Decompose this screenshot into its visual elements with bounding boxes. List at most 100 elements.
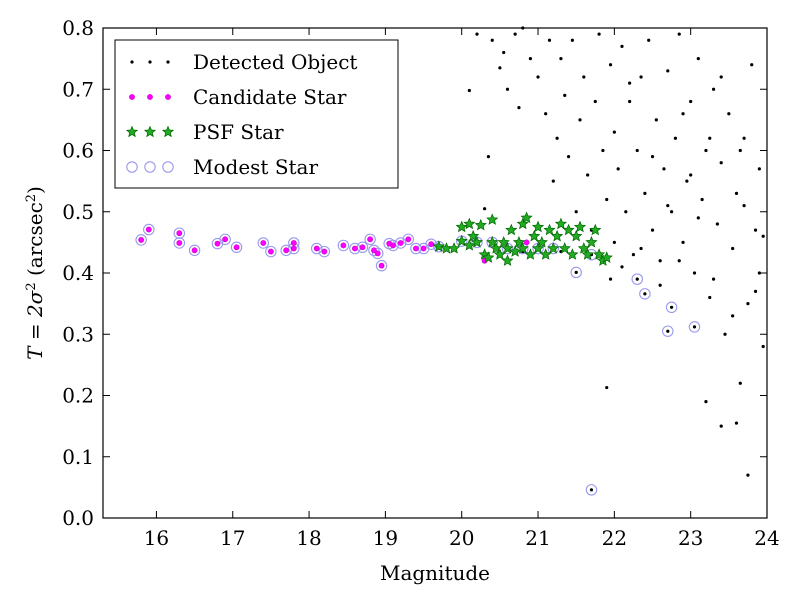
- detected-object-point: [650, 155, 655, 159]
- detected-object-point: [608, 63, 613, 67]
- psf-star-point: [470, 235, 484, 248]
- detected-object-point: [738, 381, 742, 385]
- detected-object-point: [700, 197, 704, 202]
- modest-star-point: [372, 247, 384, 260]
- detected-object-point: [639, 246, 643, 251]
- psf-star-point: [489, 242, 503, 254]
- detected-object-point: [650, 228, 655, 232]
- psf-star-point: [558, 242, 571, 254]
- legend-marker-detected-object: [166, 60, 170, 64]
- candidate-star-point: [428, 241, 435, 248]
- psf-star-point: [463, 239, 476, 251]
- detected-object-point: [742, 136, 746, 140]
- x-axis-label: Magnitude: [380, 561, 490, 585]
- detected-object-point: [643, 191, 647, 195]
- detected-object-point: [605, 197, 609, 202]
- modest-star-point: [402, 233, 415, 246]
- x-tick-label: 22: [602, 526, 627, 550]
- detected-object-point: [639, 75, 643, 79]
- detected-object-point: [597, 32, 601, 36]
- modest-star-point: [143, 223, 155, 236]
- detected-object-point: [624, 210, 628, 214]
- candidate-star-point: [374, 250, 381, 257]
- detected-object-point: [544, 112, 548, 116]
- psf-star-point: [577, 242, 590, 254]
- detected-object-point: [692, 325, 697, 329]
- psf-star-point: [509, 245, 522, 257]
- detected-object-point: [731, 246, 735, 251]
- detected-object-point: [731, 314, 735, 318]
- detected-object-point: [711, 277, 716, 281]
- psf-star-point: [539, 248, 552, 260]
- detected-object-point: [635, 277, 639, 281]
- detected-object-point: [513, 32, 517, 36]
- detected-object-point: [505, 87, 510, 91]
- modest-star-point: [265, 245, 277, 258]
- detected-object-point: [681, 112, 685, 116]
- modest-star-point: [173, 237, 186, 249]
- detected-object-point: [631, 253, 636, 257]
- detected-object-point: [662, 167, 666, 171]
- psf-star-point: [516, 217, 529, 230]
- detected-object-point: [635, 148, 639, 153]
- legend-marker-candidate-star: [165, 94, 171, 100]
- psf-star-point: [455, 220, 468, 233]
- y-tick-label: 0.7: [62, 77, 94, 101]
- y-label-close: ): [23, 186, 47, 194]
- legend-label-psf-star: PSF Star: [193, 120, 284, 144]
- detected-object-point: [669, 210, 674, 214]
- detected-object-point: [750, 63, 754, 67]
- detected-object-point: [566, 155, 571, 159]
- detected-object-point: [582, 75, 586, 79]
- candidate-star-point: [413, 245, 419, 252]
- detected-object-point: [605, 385, 609, 390]
- detected-object-point: [696, 57, 700, 61]
- detected-object-point: [708, 136, 712, 140]
- detected-object-point: [654, 118, 658, 122]
- modest-star-point: [631, 273, 644, 285]
- psf-star-point: [493, 248, 506, 260]
- detected-object-point: [658, 283, 662, 287]
- psf-star-point: [520, 211, 533, 224]
- psf-star-point: [482, 251, 495, 263]
- detected-object-point: [574, 270, 578, 274]
- psf-star-point: [531, 242, 545, 254]
- y-tick-label: 0.5: [62, 200, 94, 224]
- detected-object-point: [666, 329, 670, 333]
- detected-object-point: [761, 234, 765, 238]
- x-tick-label: 23: [678, 526, 703, 550]
- candidate-star-point: [420, 245, 427, 252]
- y-label-unit-sup: 2: [24, 194, 39, 202]
- psf-star-point: [581, 248, 594, 260]
- modest-star-point: [662, 325, 674, 337]
- y-tick-label: 0.8: [62, 16, 94, 40]
- detected-object-point: [723, 332, 727, 336]
- legend: Detected Object Candidate Star PSF Star Mod…: [114, 39, 399, 189]
- candidate-star-point: [176, 230, 183, 237]
- candidate-star-point: [222, 236, 229, 243]
- y-tick-label: 0.1: [62, 445, 94, 469]
- detected-object-point: [586, 173, 590, 177]
- psf-star-point: [497, 235, 510, 248]
- detected-object-point: [696, 216, 700, 220]
- psf-star-point: [505, 223, 518, 236]
- candidate-star-point: [371, 247, 377, 254]
- modest-star-point: [375, 259, 388, 272]
- detected-object-point: [715, 222, 719, 226]
- detected-object-point: [738, 148, 742, 153]
- candidate-star-point: [283, 247, 290, 254]
- detected-object-point: [666, 204, 670, 208]
- modest-star-point: [337, 239, 350, 252]
- modest-star-point: [368, 244, 380, 257]
- modest-star-point: [219, 233, 231, 246]
- modest-star-point: [364, 233, 376, 246]
- detected-object-point: [708, 295, 712, 300]
- x-tick-label: 17: [220, 526, 245, 550]
- candidate-star-point: [523, 239, 530, 246]
- detected-object-point: [559, 57, 563, 61]
- legend-marker-psf-star: [143, 125, 157, 138]
- psf-star-point: [600, 251, 613, 263]
- detected-object-point: [669, 305, 674, 309]
- modest-star-point: [665, 301, 678, 314]
- x-tick-label: 24: [754, 526, 779, 550]
